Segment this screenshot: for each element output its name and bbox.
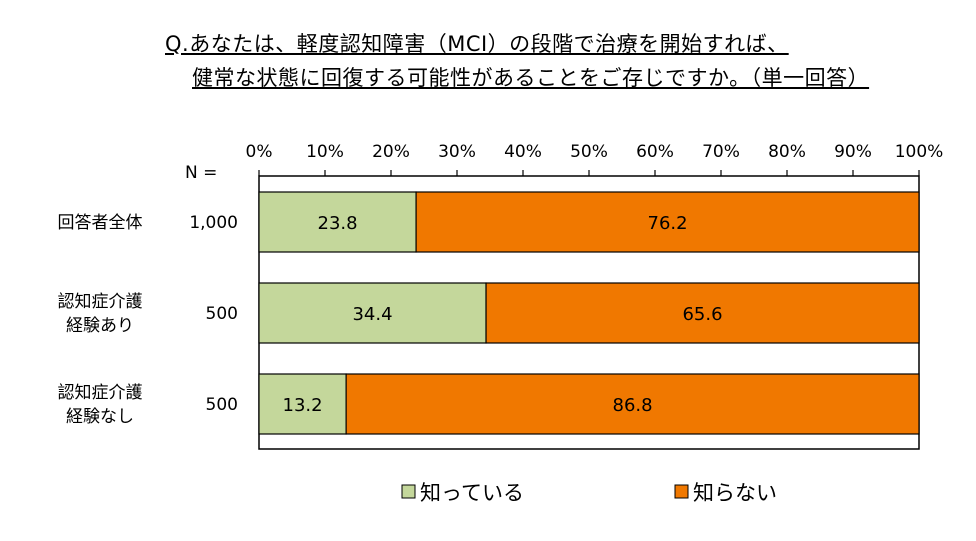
x-tick-label: 80% [768,142,806,162]
n-value: 500 [206,395,238,415]
category-label: 経験あり [66,316,134,336]
chart-title-line-1: Q.あなたは、軽度認知障害（MCI）の段階で治療を開始すれば、 [165,32,789,56]
data-label: 23.8 [318,213,358,234]
x-tick-label: 40% [504,142,542,162]
category-label: 認知症介護 [58,383,143,403]
category-label: 認知症介護 [58,292,143,312]
legend-entry: 知っている [420,481,524,505]
bar-segment [258,373,347,435]
x-tick-label: 30% [438,142,476,162]
bar-segment [345,373,920,435]
x-tick-label: 70% [702,142,740,162]
x-tick-label: 100% [895,142,944,162]
x-tick-label: 90% [834,142,872,162]
legend-swatch [401,484,416,499]
n-value: 500 [206,304,238,324]
data-label: 76.2 [648,213,688,234]
data-label: 34.4 [352,304,392,325]
x-tick-label: 50% [570,142,608,162]
data-label: 65.6 [682,304,722,325]
x-tick-label: 0% [246,142,273,162]
category-label: 経験なし [66,407,134,427]
data-label: 13.2 [283,395,323,416]
bar-segment [415,191,920,253]
x-tick-label: 20% [372,142,410,162]
data-label: 86.8 [613,395,653,416]
chart-title-line-2: 健常な状態に回復する可能性があることをご存じですか。（単一回答） [192,66,870,90]
legend-swatch [674,484,689,499]
x-tick-label: 60% [636,142,674,162]
x-tick-label: 10% [306,142,344,162]
legend-entry: 知らない [693,481,777,505]
bar-segment [258,191,417,253]
n-header: N = [185,163,217,183]
bar-segment [485,282,920,344]
category-label: 回答者全体 [58,213,143,233]
n-value: 1,000 [189,213,238,233]
